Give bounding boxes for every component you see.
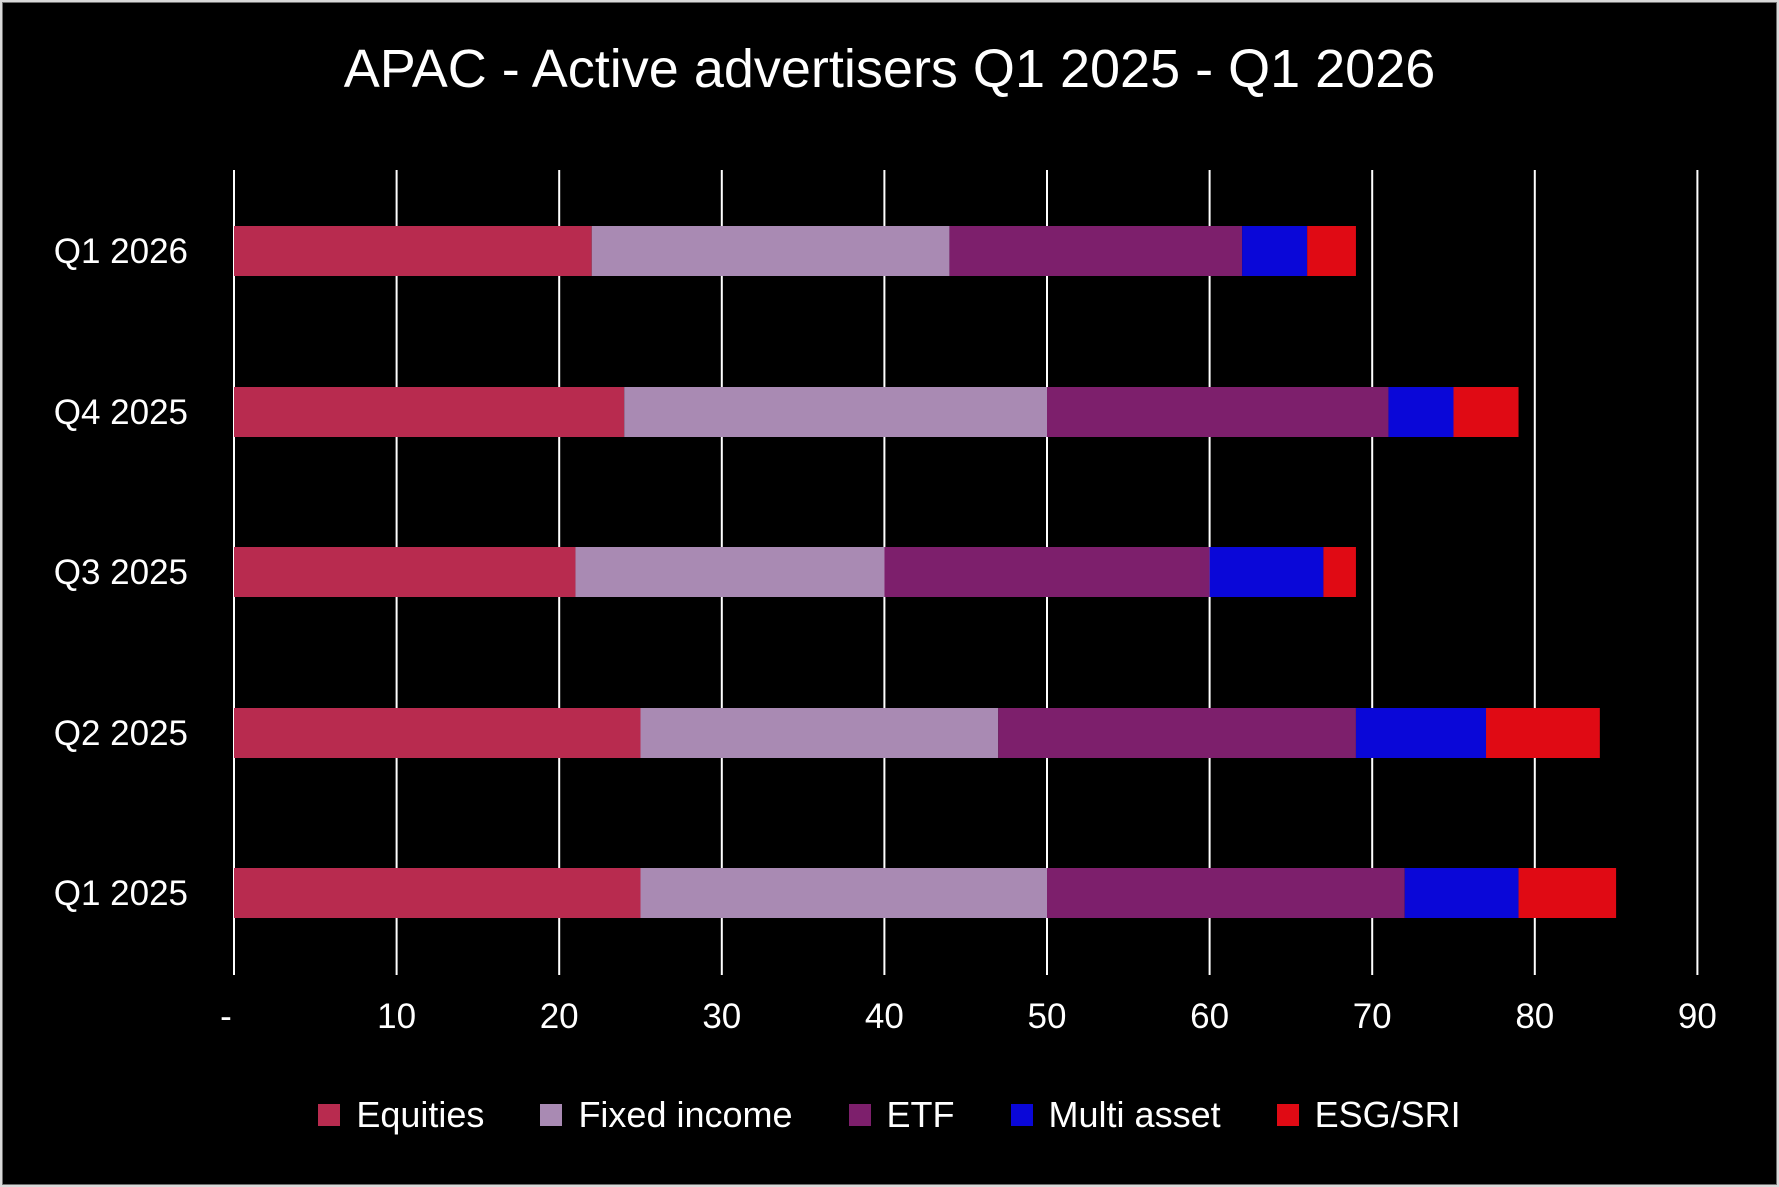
bar-segment (234, 387, 625, 437)
bar-segment (591, 226, 950, 276)
bar-segment (949, 226, 1243, 276)
bar-segment (884, 547, 1210, 597)
legend-label: Equities (356, 1094, 485, 1135)
bar-segment (640, 708, 999, 758)
bar-segment (624, 387, 1047, 437)
legend-item: Multi asset (1010, 1094, 1221, 1136)
bar-segment (234, 708, 641, 758)
legend-swatch (318, 1104, 341, 1126)
bar-segment (1404, 868, 1519, 918)
bar-segment (1355, 708, 1487, 758)
x-tick-label: 90 (1678, 997, 1717, 1036)
legend-item: ETF (848, 1094, 955, 1136)
x-tick-label: 70 (1353, 997, 1392, 1036)
bar-segment (234, 226, 592, 276)
legend-swatch (1276, 1104, 1299, 1126)
bar-segment (1209, 547, 1324, 597)
legend-swatch (1010, 1104, 1033, 1126)
x-tick-label: 30 (702, 997, 741, 1036)
legend-item: Equities (318, 1094, 484, 1136)
x-tick-label: 60 (1190, 997, 1229, 1036)
x-tick-label: 20 (540, 997, 579, 1036)
chart-title: APAC - Active advertisers Q1 2025 - Q1 2… (343, 39, 1436, 99)
bar-segment (1453, 387, 1519, 437)
bar-segment (1307, 226, 1356, 276)
legend-item: Fixed income (540, 1094, 793, 1136)
legend-label: Multi asset (1048, 1094, 1221, 1135)
chart-legend: Equities Fixed income ETF Multi asset ESG/SR… (0, 1094, 1779, 1136)
bar-segment (640, 868, 1047, 918)
x-tick-label: 80 (1515, 997, 1554, 1036)
bar-segment (1047, 868, 1405, 918)
y-category-label: Q4 2025 (54, 393, 188, 432)
legend-swatch (848, 1104, 871, 1126)
y-category-label: Q3 2025 (54, 553, 188, 592)
x-tick-label: 50 (1028, 997, 1067, 1036)
x-tick-label: 40 (865, 997, 904, 1036)
bar-segment (998, 708, 1356, 758)
y-category-label: Q1 2026 (54, 232, 188, 271)
bar-segment (1388, 387, 1454, 437)
legend-swatch (540, 1104, 563, 1126)
legend-label: ESG/SRI (1314, 1094, 1461, 1135)
bar-segment (234, 868, 641, 918)
bar-segment (1486, 708, 1600, 758)
bar-segment (234, 547, 576, 597)
y-category-label: Q2 2025 (54, 714, 188, 753)
bar-segment (1518, 868, 1617, 918)
bar-segment (575, 547, 885, 597)
x-tick-label: - (220, 997, 232, 1036)
bar-segment (1047, 387, 1389, 437)
legend-label: Fixed income (578, 1094, 793, 1135)
bar-segment (1242, 226, 1308, 276)
legend-item: ESG/SRI (1276, 1094, 1461, 1136)
bar-segment (1323, 547, 1356, 597)
legend-label: ETF (886, 1094, 955, 1135)
x-tick-label: 10 (377, 997, 416, 1036)
y-category-label: Q1 2025 (54, 874, 188, 913)
